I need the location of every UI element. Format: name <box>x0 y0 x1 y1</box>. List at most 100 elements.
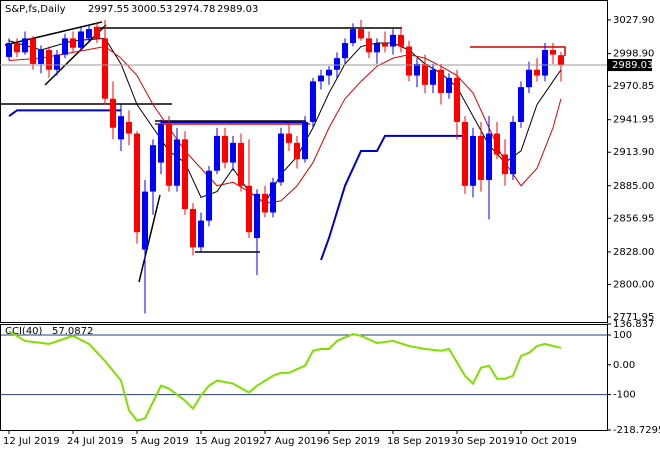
y-tick-label: 2771.95 <box>613 312 654 323</box>
candle-body <box>86 29 92 39</box>
candle-body <box>430 69 436 85</box>
y-tick-label: 2885.00 <box>613 181 654 192</box>
y-tick-label: 2970.85 <box>613 81 654 92</box>
candle-body <box>350 29 356 44</box>
candle-body <box>134 133 140 233</box>
candle-body <box>278 133 284 183</box>
candle-body <box>110 98 116 128</box>
trendline <box>4 21 103 46</box>
x-tick-label: 5 Aug 2019 <box>131 436 189 447</box>
y-tick-label: 2913.90 <box>613 147 654 158</box>
last-price-label: 2989.03 <box>612 60 653 71</box>
x-tick-label: 10 Oct 2019 <box>515 436 577 447</box>
cci-panel-frame <box>0 324 608 431</box>
candle-body <box>190 208 196 248</box>
candle-body <box>158 124 164 163</box>
candle-body <box>318 75 324 82</box>
ohlc-low: 2974.78 <box>174 4 215 15</box>
candle-body <box>454 77 460 122</box>
x-tick-label: 30 Sep 2019 <box>451 436 514 447</box>
y-tick-label: 100 <box>613 330 632 341</box>
candle-body <box>262 193 268 213</box>
line-series <box>8 330 562 422</box>
candle-body <box>238 142 244 186</box>
x-tick-label: 27 Aug 2019 <box>259 436 323 447</box>
candle-body <box>94 26 100 39</box>
candle-body <box>334 58 340 70</box>
x-tick-label: 6 Sep 2019 <box>323 436 380 447</box>
candle-body <box>62 38 68 55</box>
candle-body <box>126 121 132 134</box>
y-tick-label: -218.7295 <box>613 425 660 436</box>
candle-body <box>206 170 212 221</box>
candle-body <box>534 69 540 76</box>
candle-body <box>142 191 148 250</box>
candle-body <box>510 121 516 175</box>
y-tick-label: 2828.00 <box>613 247 654 258</box>
candle-body <box>382 43 388 47</box>
candle-body <box>398 34 404 47</box>
last-price-box <box>608 59 652 72</box>
candle-body <box>550 50 556 55</box>
x-tick-label: 15 Aug 2019 <box>195 436 259 447</box>
candle-body <box>70 38 76 48</box>
line-series <box>320 134 465 261</box>
candle-body <box>78 31 84 48</box>
candle-body <box>230 142 236 163</box>
candle-body <box>182 139 188 209</box>
candle-body <box>366 38 372 53</box>
candle-body <box>374 43 380 53</box>
y-tick-label: 2941.95 <box>613 115 654 126</box>
candle-body <box>14 43 20 53</box>
ohlc-close: 2989.03 <box>217 4 258 15</box>
candle-body <box>462 121 468 186</box>
candle-body <box>30 38 36 64</box>
candle-body <box>118 116 124 140</box>
candle-body <box>342 43 348 59</box>
candle-body <box>390 34 396 47</box>
candle-body <box>38 50 44 64</box>
candle-body <box>198 220 204 248</box>
y-tick-label: 2856.95 <box>613 213 654 224</box>
main-panel-frame <box>0 0 608 323</box>
candle-body <box>302 121 308 160</box>
candle-body <box>286 133 292 143</box>
candle-body <box>6 43 12 57</box>
candle-body <box>422 63 428 85</box>
y-tick-label: 0.00 <box>613 360 635 371</box>
candle-body <box>310 81 316 122</box>
candle-body <box>294 142 300 160</box>
candle-body <box>494 133 500 155</box>
candle-body <box>438 69 444 93</box>
y-tick-label: 2998.90 <box>613 49 654 60</box>
candle-body <box>174 139 180 186</box>
candle-body <box>414 63 420 76</box>
candle-body <box>486 133 492 180</box>
candle-body <box>518 87 524 122</box>
candle-body <box>254 193 260 238</box>
candle-body <box>478 135 484 180</box>
candle-body <box>270 182 276 213</box>
ohlc-high: 3000.53 <box>131 4 172 15</box>
candle-body <box>150 145 156 192</box>
cci-last-value: 57.0872 <box>52 326 93 337</box>
ohlc-open: 2997.55 <box>88 4 129 15</box>
line-series <box>8 109 121 117</box>
candle-body <box>470 135 476 186</box>
candle-body <box>542 50 548 76</box>
trendline <box>138 194 161 283</box>
candle-body <box>406 46 412 76</box>
y-tick-label: 3027.90 <box>613 15 654 26</box>
x-tick-label: 18 Sep 2019 <box>387 436 450 447</box>
candle-body <box>102 38 108 99</box>
cci-title: CCI(40) <box>5 326 43 337</box>
line-series <box>8 46 562 204</box>
candle-body <box>166 124 172 186</box>
x-tick-label: 24 Jul 2019 <box>67 436 124 447</box>
candle-body <box>358 29 364 39</box>
candle-body <box>446 77 452 93</box>
candle-body <box>502 154 508 175</box>
candle-body <box>526 69 532 88</box>
y-tick-label: 136.837 <box>613 319 654 330</box>
candle-body <box>558 55 564 66</box>
